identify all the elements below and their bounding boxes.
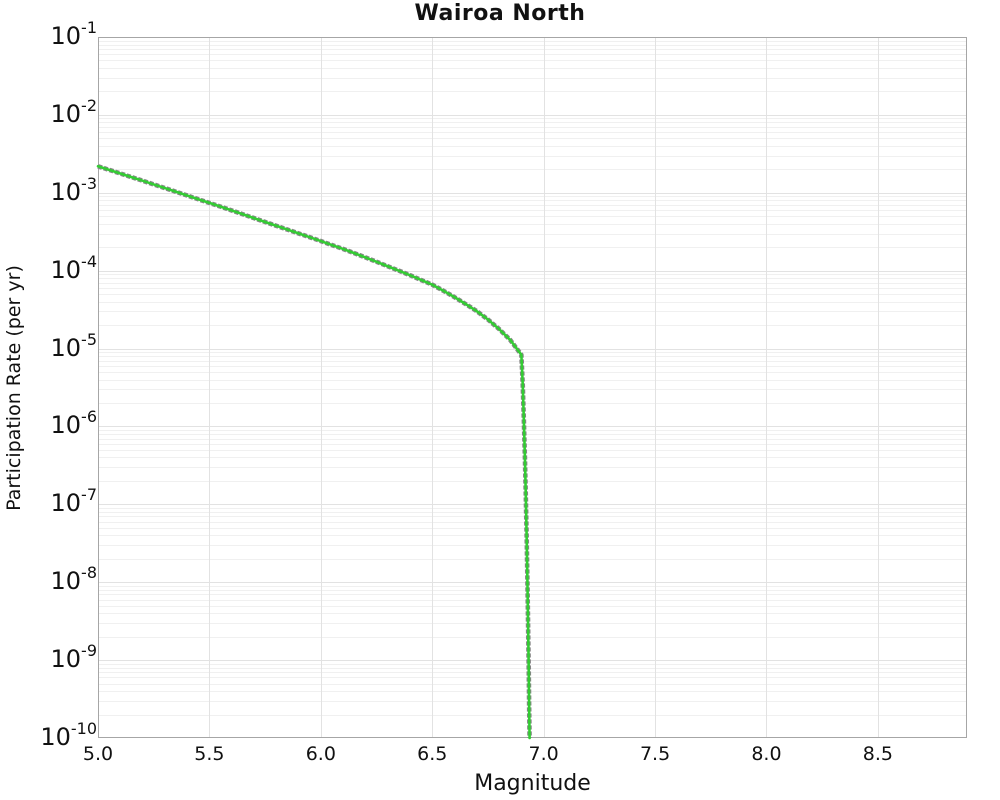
x-tick-label: 8.0 <box>751 743 782 765</box>
y-tick-label: 10-9 <box>50 643 98 674</box>
y-tick-label: 10-5 <box>50 331 98 362</box>
y-tick-exponent: -9 <box>81 641 97 661</box>
y-tick-label: 10-6 <box>50 409 98 440</box>
y-tick-exponent: -6 <box>81 407 97 427</box>
y-tick-label: 10-1 <box>50 19 98 50</box>
y-tick-base: 10 <box>50 333 82 362</box>
y-tick-exponent: -5 <box>81 329 97 349</box>
y-tick-label: 10-8 <box>50 565 98 596</box>
y-tick-base: 10 <box>50 21 82 50</box>
x-tick-label: 5.0 <box>82 743 114 765</box>
y-tick-label: 10-3 <box>50 175 98 206</box>
y-tick-exponent: -7 <box>81 485 97 505</box>
x-tick-label: 7.0 <box>528 743 559 765</box>
x-tick-label: 6.5 <box>417 743 448 765</box>
y-tick-label: 10-2 <box>50 97 98 128</box>
y-tick-label: 10-10 <box>40 720 97 751</box>
y-tick-exponent: -3 <box>81 173 97 193</box>
y-tick-label: 10-7 <box>50 487 98 518</box>
y-tick-base: 10 <box>40 722 71 751</box>
x-tick-label: 7.5 <box>639 743 671 765</box>
plot-border <box>98 37 967 738</box>
y-tick-exponent: -10 <box>70 718 97 738</box>
y-tick-base: 10 <box>50 99 82 128</box>
chart-title: Wairoa North <box>414 1 586 26</box>
y-tick-base: 10 <box>50 177 82 206</box>
y-axis-title: Participation Rate (per yr) <box>3 265 25 511</box>
y-tick-exponent: -1 <box>81 17 97 37</box>
participation-rate-line <box>96 164 531 740</box>
x-tick-label: 6.0 <box>305 743 336 765</box>
y-tick-exponent: -2 <box>81 95 97 115</box>
y-tick-base: 10 <box>50 567 82 596</box>
x-axis-title: Magnitude <box>474 771 591 796</box>
y-tick-base: 10 <box>50 645 82 674</box>
y-tick-exponent: -8 <box>81 563 97 583</box>
x-tick-label: 8.5 <box>862 743 893 765</box>
y-tick-label: 10-4 <box>50 253 98 284</box>
y-tick-base: 10 <box>50 489 82 518</box>
y-tick-base: 10 <box>50 411 82 440</box>
x-tick-label: 5.5 <box>194 743 225 765</box>
y-tick-base: 10 <box>50 255 82 284</box>
y-tick-exponent: -4 <box>81 251 97 271</box>
participation-rate-markers <box>97 164 532 739</box>
